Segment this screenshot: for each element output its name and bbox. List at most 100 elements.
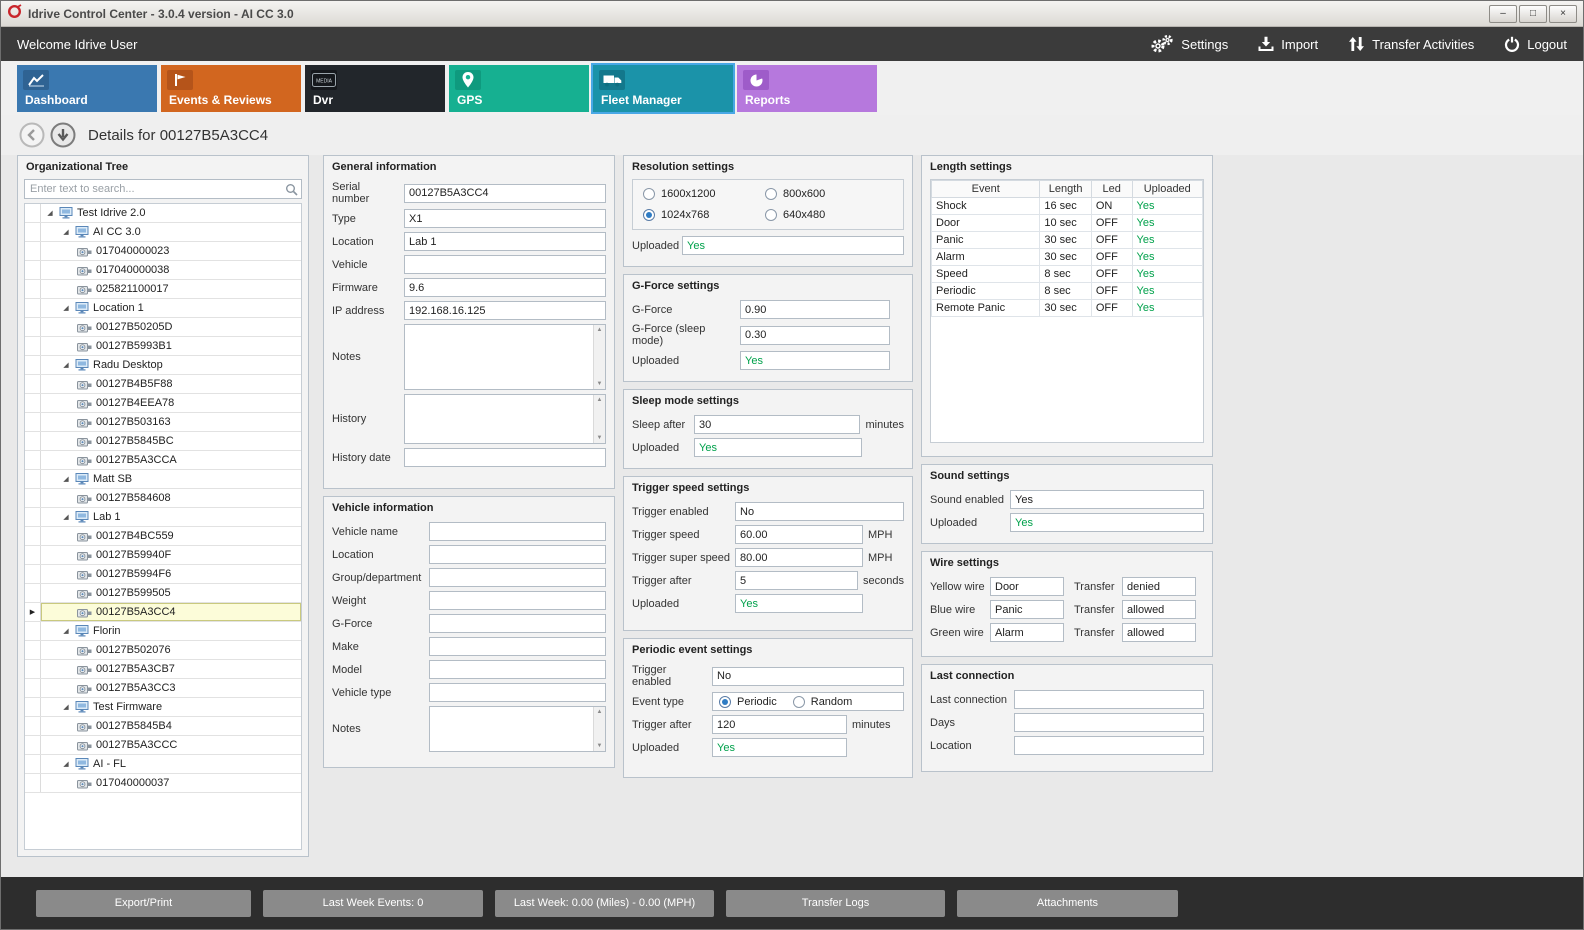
scrollbar[interactable]: ▲ ▼ [593, 707, 605, 751]
tree-device-00127b5a3ccc[interactable]: 00127B5A3CCC [25, 736, 301, 755]
tree-device-00127b5994f6[interactable]: 00127B5994F6 [25, 565, 301, 584]
tree-device-017040000037[interactable]: 017040000037 [25, 774, 301, 793]
expander-icon[interactable]: ◢ [63, 229, 69, 236]
tab-reports[interactable]: Reports [737, 65, 877, 112]
expander-icon[interactable]: ◢ [63, 305, 69, 312]
uploaded-input[interactable] [694, 438, 862, 457]
resolution-option-1600x1200[interactable]: 1600x1200 [643, 188, 765, 200]
transfer-activities-action[interactable]: Transfer Activities [1348, 36, 1474, 52]
tab-fleet-manager[interactable]: Fleet Manager [593, 65, 733, 112]
vehicle-type-input[interactable] [429, 683, 606, 702]
location-input[interactable] [404, 232, 606, 251]
tab-dvr[interactable]: MEDIA Dvr [305, 65, 445, 112]
event-column-header[interactable]: Event [931, 180, 1041, 198]
tree-device-00127b5845b4[interactable]: 00127B5845B4 [25, 717, 301, 736]
trigger-super-speed-input[interactable] [735, 548, 863, 567]
tree-device-025821100017[interactable]: 025821100017 [25, 280, 301, 299]
tree-device-00127b4eea78[interactable]: 00127B4EEA78 [25, 394, 301, 413]
length-row-alarm[interactable]: Alarm 30 sec OFF Yes [931, 248, 1203, 266]
back-button[interactable] [19, 122, 45, 148]
resolution-option-640x480[interactable]: 640x480 [765, 209, 887, 221]
uploaded-input[interactable] [740, 351, 890, 370]
model-input[interactable] [429, 660, 606, 679]
tree-group-test-firmware[interactable]: ◢ Test Firmware [25, 698, 301, 717]
resolution-option-1024x768[interactable]: 1024x768 [643, 209, 765, 221]
tree-device-00127b5a3cc4[interactable]: ▶ 00127B5A3CC4 [25, 603, 301, 622]
tree-device-00127b599505[interactable]: 00127B599505 [25, 584, 301, 603]
scrollbar[interactable]: ▲ ▼ [593, 395, 605, 443]
notes-textarea[interactable]: ▲ ▼ [404, 324, 606, 390]
history-textarea[interactable]: ▲ ▼ [404, 394, 606, 444]
days-input[interactable] [1014, 713, 1204, 732]
scrollbar[interactable]: ▲ ▼ [593, 325, 605, 389]
vehicle-input[interactable] [404, 255, 606, 274]
uploaded-input[interactable] [735, 594, 863, 613]
length-row-panic[interactable]: Panic 30 sec OFF Yes [931, 231, 1203, 249]
tree-device-00127b5a3cb7[interactable]: 00127B5A3CB7 [25, 660, 301, 679]
type-input[interactable] [404, 209, 606, 228]
trigger-after-input[interactable] [735, 571, 859, 590]
scroll-down-icon[interactable]: ▼ [596, 381, 603, 387]
last-week-miles-button[interactable]: Last Week: 0.00 (Miles) - 0.00 (MPH) [495, 889, 714, 917]
scroll-up-icon[interactable]: ▲ [596, 709, 603, 715]
weight-input[interactable] [429, 591, 606, 610]
tree-device-00127b5845bc[interactable]: 00127B5845BC [25, 432, 301, 451]
scroll-down-icon[interactable]: ▼ [596, 743, 603, 749]
location-input[interactable] [429, 545, 606, 564]
trigger-after-input[interactable] [712, 715, 847, 734]
logout-action[interactable]: Logout [1504, 36, 1567, 52]
yellow-wire-input[interactable] [990, 577, 1064, 596]
expander-icon[interactable]: ◢ [63, 476, 69, 483]
search-input[interactable] [24, 179, 302, 199]
yellow-wire-transfer-input[interactable] [1122, 577, 1196, 596]
length-row-periodic[interactable]: Periodic 8 sec OFF Yes [931, 282, 1203, 300]
location-input[interactable] [1014, 736, 1204, 755]
led-column-header[interactable]: Led [1090, 180, 1133, 198]
tree-device-00127b584608[interactable]: 00127B584608 [25, 489, 301, 508]
blue-wire-input[interactable] [990, 600, 1064, 619]
transfer-logs-button[interactable]: Transfer Logs [726, 889, 945, 917]
length-column-header[interactable]: Length [1039, 180, 1092, 198]
tree-group-ai-cc-3-0[interactable]: ◢ AI CC 3.0 [25, 223, 301, 242]
tree-group-location-1[interactable]: ◢ Location 1 [25, 299, 301, 318]
scroll-down-icon[interactable]: ▼ [596, 435, 603, 441]
uploaded-input[interactable] [712, 738, 847, 757]
tree-device-017040000023[interactable]: 017040000023 [25, 242, 301, 261]
tree-group-florin[interactable]: ◢ Florin [25, 622, 301, 641]
tab-events-reviews[interactable]: Events & Reviews [161, 65, 301, 112]
length-row-speed[interactable]: Speed 8 sec OFF Yes [931, 265, 1203, 283]
g-force-input[interactable] [429, 614, 606, 633]
serial-number-input[interactable] [404, 183, 606, 203]
maximize-button[interactable]: □ [1519, 4, 1547, 23]
expand-down-button[interactable] [50, 122, 76, 148]
expander-icon[interactable]: ◢ [63, 514, 69, 521]
attachments-button[interactable]: Attachments [957, 889, 1178, 917]
expander-icon[interactable]: ◢ [63, 704, 69, 711]
expander-icon[interactable]: ◢ [63, 362, 69, 369]
tab-dashboard[interactable]: Dashboard [17, 65, 157, 112]
length-row-shock[interactable]: Shock 16 sec ON Yes [931, 197, 1203, 215]
minimize-button[interactable]: – [1489, 4, 1517, 23]
tree-device-00127b5a3cca[interactable]: 00127B5A3CCA [25, 451, 301, 470]
sound-enabled-input[interactable] [1010, 490, 1204, 509]
tree-device-00127b502076[interactable]: 00127B502076 [25, 641, 301, 660]
tree-device-00127b5a3cc3[interactable]: 00127B5A3CC3 [25, 679, 301, 698]
scroll-up-icon[interactable]: ▲ [596, 397, 603, 403]
tree-group-test-idrive-2-0[interactable]: ◢ Test Idrive 2.0 [25, 204, 301, 223]
export-print-button[interactable]: Export/Print [36, 889, 251, 917]
close-button[interactable]: × [1549, 4, 1577, 23]
ip-address-input[interactable] [404, 301, 606, 320]
expander-icon[interactable]: ◢ [63, 628, 69, 635]
trigger-enabled-input[interactable] [712, 666, 904, 686]
tree-group-radu-desktop[interactable]: ◢ Radu Desktop [25, 356, 301, 375]
green-wire-transfer-input[interactable] [1122, 623, 1196, 642]
tree-device-00127b4bc559[interactable]: 00127B4BC559 [25, 527, 301, 546]
import-action[interactable]: Import [1258, 36, 1318, 52]
expander-icon[interactable]: ◢ [47, 210, 53, 217]
tree-device-00127b5993b1[interactable]: 00127B5993B1 [25, 337, 301, 356]
uploaded-input[interactable] [1010, 513, 1204, 532]
tree-device-00127b503163[interactable]: 00127B503163 [25, 413, 301, 432]
sleep-after-input[interactable] [694, 415, 861, 434]
settings-action[interactable]: Settings [1148, 34, 1228, 54]
tree-group-ai-fl[interactable]: ◢ AI - FL [25, 755, 301, 774]
